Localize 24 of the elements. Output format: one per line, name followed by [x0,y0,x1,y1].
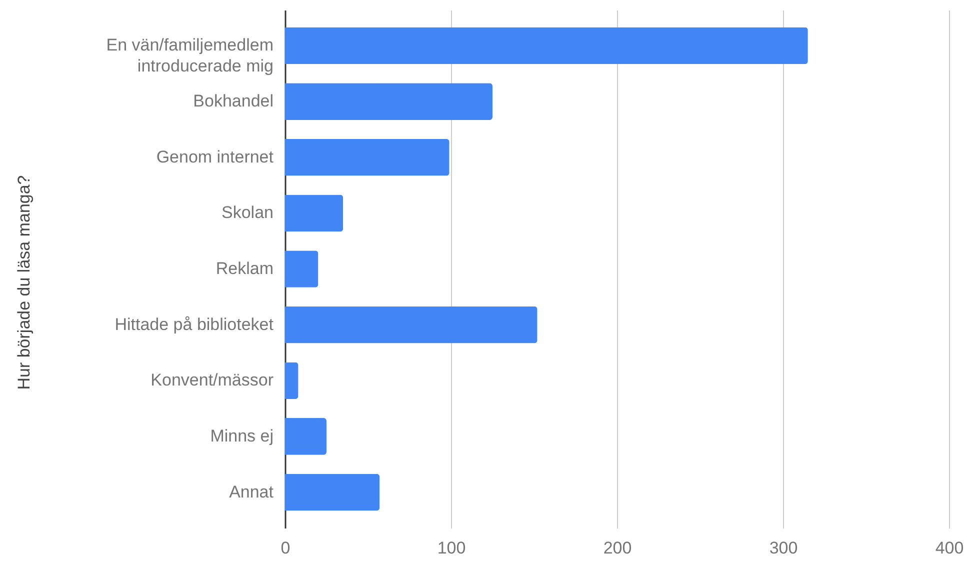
y-tick-label: Konvent/mässor [150,370,274,390]
bar [285,250,318,288]
y-tick-label: En vän/familjemedlem introducerade mig [106,36,274,76]
y-tick-label: Annat [229,482,274,502]
bar [285,83,492,120]
x-tick-label: 200 [603,538,632,558]
x-tick-label: 300 [769,538,798,558]
x-tick-label: 100 [437,538,466,558]
bar [285,194,344,232]
y-tick-label: Reklam [216,259,274,278]
y-tick-label: Minns ej [210,426,274,446]
bar [285,474,380,511]
x-tick-label: 400 [935,538,964,558]
bar [285,362,298,400]
x-tick-label: 0 [280,538,290,558]
bar [285,138,450,176]
bar [285,306,538,344]
bar [285,418,326,455]
y-tick-label: Skolan [222,203,274,222]
bar [285,27,808,64]
y-tick-label: Hittade på biblioteket [114,314,274,334]
y-tick-label: Bokhandel [193,92,274,111]
y-axis-title: Hur började du läsa manga? [14,175,34,390]
y-tick-label: Genom internet [156,147,274,166]
